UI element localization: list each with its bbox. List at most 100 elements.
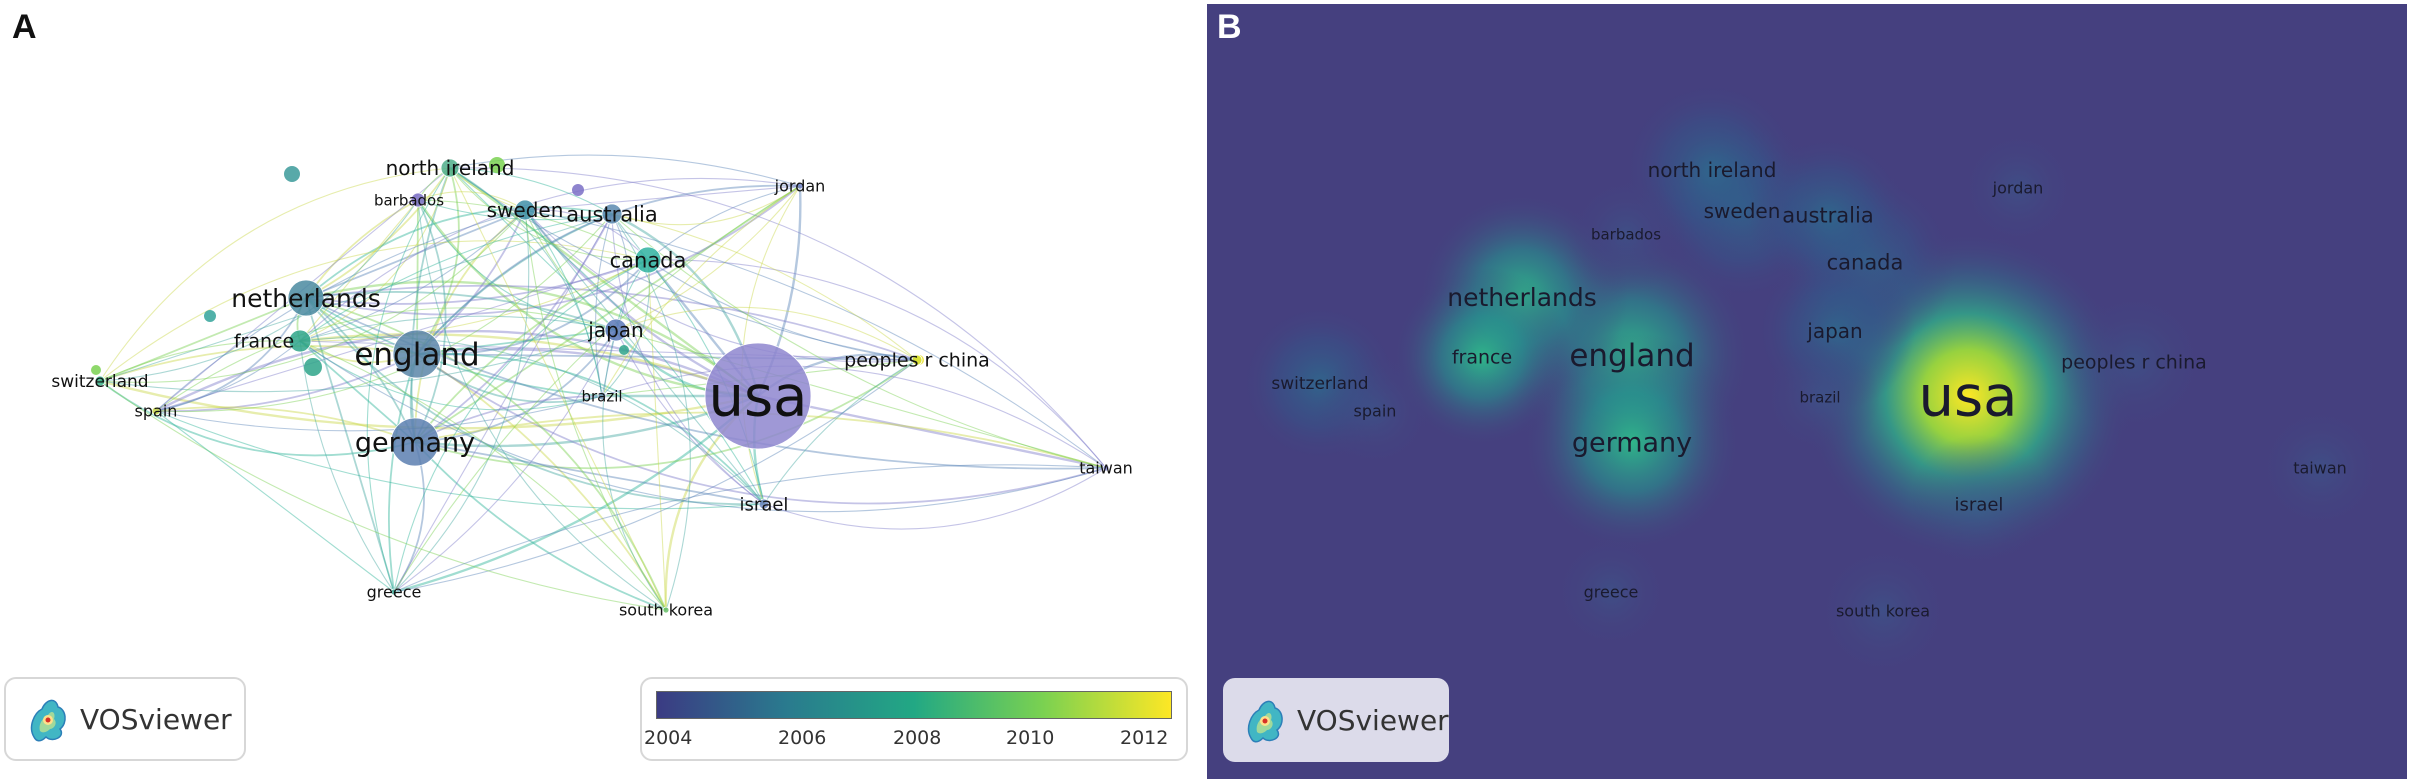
density-label-spain: spain [1354,402,1397,421]
edge-japan-france [299,315,617,342]
edge-usa-barbados [417,199,759,398]
edge-jordan-greece [393,185,801,593]
node-usa[interactable] [704,342,812,450]
node-label-south-korea: south korea [619,601,713,620]
node-north-ireland[interactable] [440,158,460,178]
edge-north-ireland-taiwan [449,167,1107,469]
node-england[interactable] [392,329,442,379]
density-label-germany: germany [1572,427,1692,458]
node-france[interactable] [288,329,312,353]
edge-japan-south-korea [602,329,667,611]
edge-canada-sweden [524,209,649,261]
node-label-japan: japan [587,318,643,342]
edge-germany-israel [414,441,765,505]
node-spain[interactable] [151,406,161,416]
edge-england-peoples-r-china [416,353,918,361]
node-jordan[interactable] [796,182,804,190]
scale-tick-2008: 2008 [893,727,942,749]
node-peoples-r-china[interactable] [911,354,923,366]
edge-france-australia [299,213,613,342]
edge-france-sweden [299,209,526,342]
panel-letter-a: A [12,8,37,46]
density-blob-greece [1551,532,1671,652]
edge-netherlands-brazil [305,297,603,397]
edge-australia-switzerland [99,213,613,382]
node-germany[interactable] [390,417,440,467]
density-label-switzerland: switzerland [1271,374,1368,394]
density-label-taiwan: taiwan [2293,459,2347,478]
edge-germany-south-korea [414,441,667,611]
edge-france-north-ireland [299,167,451,342]
node-label-france: france [234,331,294,353]
node-barbados[interactable] [410,192,426,208]
vosviewer-label: VOSviewer [80,702,232,736]
node-canada[interactable] [634,246,662,274]
edge-north-ireland-greece [366,167,451,593]
node-brazil[interactable] [597,391,607,401]
edge-sweden-spain [155,209,526,412]
density-label-north-ireland: north ireland [1648,158,1777,182]
node-japan[interactable] [604,318,628,342]
density-blob-barbados [1566,174,1686,294]
density-blob-south-korea [1813,541,1953,681]
edge-spain-brazil [155,395,603,432]
edge-sweden-israel [524,209,765,505]
edge-israel-taiwan [763,467,1107,530]
edge-germany-barbados [414,199,447,443]
edge-japan-switzerland [99,329,617,393]
edge-france-peoples-r-china [299,340,918,361]
edge-japan-australia [611,213,629,331]
density-label-sweden: sweden [1704,199,1781,223]
node-israel[interactable] [758,498,770,510]
edge-germany-sweden [414,209,526,443]
edge-japan-israel [615,329,765,505]
scale-tick-2012: 2012 [1120,727,1169,749]
edge-north-ireland-switzerland [99,167,451,382]
vosviewer-badge-a: VOSviewer [4,677,246,761]
edge-australia-taiwan [611,213,1107,469]
density-blob-peoples-r-china [2059,287,2209,437]
edge-sweden-switzerland [99,209,526,383]
edge-sweden-greece [393,209,530,593]
density-blob-taiwan [2255,403,2385,533]
edge-usa-greece [393,395,759,594]
node-label-barbados: barbados [374,191,444,209]
edge-sweden-peoples-r-china [524,209,918,363]
edge-australia-brazil [594,213,613,397]
node-australia[interactable] [601,203,623,225]
edge-north-ireland-south-korea [449,167,667,611]
density-blob-spain [1315,351,1435,471]
edge-england-spain [155,353,418,413]
edge-switzerland-barbados [99,199,419,382]
edge-spain-greece [155,410,395,593]
vosviewer-logo-icon [1247,700,1283,743]
density-blob-israel [1909,434,2049,574]
node-label-germany: germany [355,427,475,458]
node-label-peoples-r-china: peoples r china [844,350,990,372]
edge-france-greece [299,340,395,593]
edge-england-greece [388,353,418,593]
edge-canada-brazil [601,259,650,397]
edge-australia-north-ireland [449,167,613,215]
node-taiwan[interactable] [1102,464,1110,472]
density-map: usa england germany netherlands canada japan f… [1207,4,2407,779]
scale-tick-2004: 2004 [644,727,693,749]
density-label-jordan: jordan [1992,179,2044,198]
edge-japan-spain [155,307,617,412]
edge-peoples-r-china-israel [763,359,918,505]
node-switzerland[interactable] [94,375,106,387]
node-label-greece: greece [367,583,422,602]
density-visualization-panel: usa england germany netherlands canada japan f… [1207,4,2407,779]
edge-north-ireland-brazil [449,167,603,397]
node-label-sweden: sweden [487,198,564,222]
node-sweden[interactable] [514,199,536,221]
node-south-korea[interactable] [662,606,670,614]
edge-greece-taiwan [393,464,1107,593]
edge-france-barbados [299,199,419,342]
minor-node-1 [489,157,505,173]
density-label-netherlands: netherlands [1447,283,1597,312]
edge-sweden-south-korea [524,209,667,611]
node-netherlands[interactable] [287,279,325,317]
node-greece[interactable] [390,588,398,596]
edge-netherlands-south-korea [305,297,667,611]
